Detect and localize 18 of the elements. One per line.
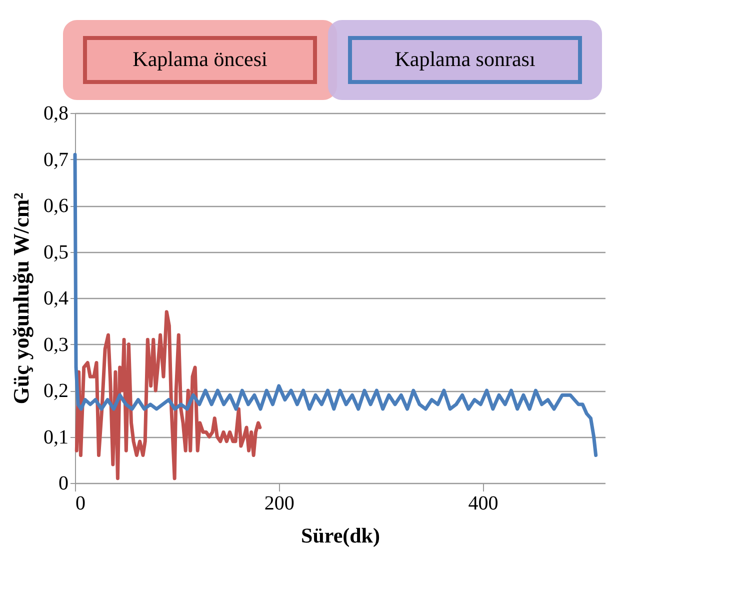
x-tick-label: 0 <box>76 492 86 514</box>
line-series <box>74 310 262 480</box>
y-axis-title: Güç yoğunluğu W/cm² <box>8 192 34 404</box>
y-tick-label: 0,2 <box>44 380 68 402</box>
line-series <box>73 152 598 457</box>
y-tick-label: 0 <box>58 472 68 494</box>
y-tick-label: 0,7 <box>44 148 68 171</box>
text: Kaplama öncesi <box>132 47 268 71</box>
y-tick-label: 0,3 <box>44 334 68 356</box>
text: Kaplama sonrası <box>394 47 536 71</box>
x-tick-label: 400 <box>468 492 498 514</box>
x-tick-label: 200 <box>264 492 294 514</box>
x-axis-title: Süre(dk) <box>301 524 380 548</box>
y-tick-label: 0,5 <box>44 241 68 264</box>
y-tick-label: 0,1 <box>44 426 68 448</box>
y-tick-label: 0,6 <box>44 195 68 217</box>
y-tick-label: 0,4 <box>44 288 68 310</box>
y-tick-label: 0,8 <box>44 102 68 124</box>
